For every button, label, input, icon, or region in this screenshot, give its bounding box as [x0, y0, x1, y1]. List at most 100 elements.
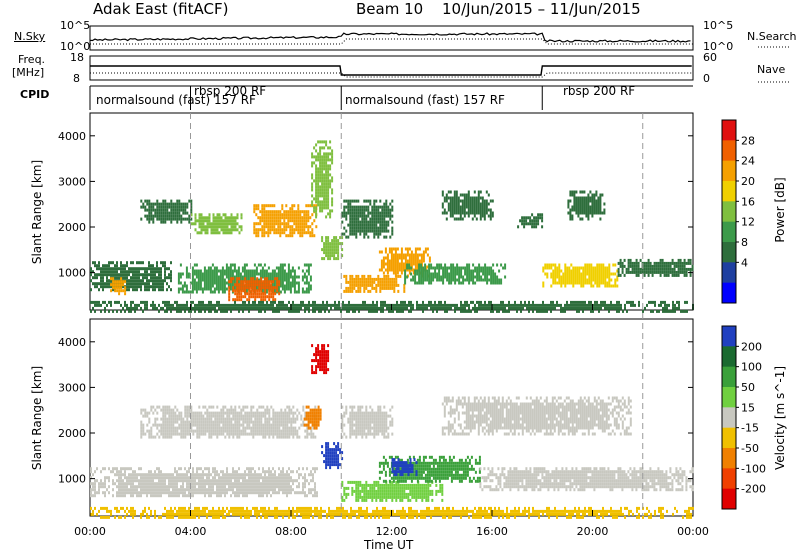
power-cell	[461, 205, 464, 209]
power-cell	[210, 225, 213, 229]
power-cell	[256, 306, 258, 310]
velocity-cell	[214, 479, 216, 483]
power-cell	[658, 309, 660, 313]
power-cell	[102, 288, 104, 292]
velocity-cell	[184, 488, 186, 492]
velocity-cell	[282, 470, 284, 474]
power-cell	[226, 303, 228, 307]
velocity-cell	[90, 494, 92, 498]
power-cell	[231, 263, 234, 267]
power-cell	[349, 283, 352, 287]
velocity-cell	[186, 470, 188, 474]
power-cell	[325, 239, 328, 243]
velocity-cell	[164, 473, 166, 477]
power-cell	[351, 277, 354, 281]
velocity-cell	[108, 491, 110, 495]
power-cell	[190, 300, 192, 304]
power-cell	[564, 303, 566, 307]
power-cell	[638, 303, 640, 307]
velocity-cell	[246, 482, 248, 486]
power-cell	[388, 262, 391, 266]
power-cell	[291, 234, 294, 238]
power-cell	[260, 289, 263, 293]
power-cell	[424, 247, 427, 251]
power-cell	[355, 220, 358, 224]
power-cell	[588, 303, 590, 307]
power-cell	[479, 214, 482, 218]
power-cell	[426, 306, 428, 310]
power-cell	[300, 300, 302, 304]
velocity-cell	[210, 488, 212, 492]
power-cell	[488, 300, 490, 304]
velocity-cell	[150, 470, 152, 474]
power-cell	[246, 298, 249, 302]
velocity-cell	[130, 473, 132, 477]
power-cell	[203, 275, 206, 279]
power-cell	[307, 219, 310, 223]
power-cell	[593, 193, 596, 197]
power-cell	[267, 204, 270, 208]
power-cell	[396, 300, 398, 304]
power-cell	[488, 303, 490, 307]
power-cell	[329, 242, 332, 246]
power-cell	[535, 216, 538, 220]
power-cell	[218, 225, 221, 229]
power-cell	[591, 214, 594, 218]
power-cell	[196, 231, 199, 235]
power-cell	[365, 229, 368, 233]
power-cell	[677, 267, 680, 271]
power-cell	[635, 270, 638, 274]
power-cell	[265, 216, 268, 220]
power-cell	[138, 261, 140, 265]
power-cell	[291, 204, 294, 208]
power-cell	[450, 303, 452, 307]
power-cell	[400, 268, 403, 272]
power-cell	[576, 278, 579, 282]
power-cell	[637, 267, 640, 271]
power-cell	[374, 309, 376, 313]
power-cell	[639, 270, 642, 274]
power-cell	[164, 208, 167, 212]
power-cell	[396, 253, 399, 257]
power-cell	[266, 303, 268, 307]
power-cell	[674, 306, 676, 310]
velocity-cell	[300, 491, 302, 495]
power-cell	[283, 284, 286, 288]
power-cell	[494, 306, 496, 310]
power-cell	[325, 155, 328, 159]
power-cell	[260, 300, 262, 304]
power-cell	[357, 286, 360, 290]
velocity-cell	[142, 482, 144, 486]
power-cell	[570, 306, 572, 310]
power-cell	[584, 303, 586, 307]
power-cell	[587, 205, 590, 209]
power-cell	[389, 286, 392, 290]
power-cell	[264, 289, 267, 293]
power-cell	[128, 288, 130, 292]
power-cell	[329, 158, 332, 162]
velocity-cell	[254, 482, 256, 486]
power-cell	[301, 216, 304, 220]
power-cell	[325, 173, 328, 177]
power-cell	[457, 211, 460, 215]
power-cell	[176, 220, 179, 224]
power-cell	[659, 267, 662, 271]
power-cell	[128, 273, 130, 277]
velocity-cell	[204, 479, 206, 483]
velocity-cell	[132, 473, 134, 477]
power-cell	[589, 205, 592, 209]
power-cell	[295, 228, 298, 232]
power-cell	[564, 266, 567, 270]
power-cell	[196, 219, 199, 223]
power-cell	[343, 208, 346, 212]
velocity-cell	[138, 494, 140, 498]
power-cell	[327, 248, 330, 252]
power-cell	[610, 303, 612, 307]
power-cell	[240, 283, 243, 287]
power-cell	[209, 272, 212, 276]
power-cell	[389, 208, 392, 212]
power-cell	[462, 278, 465, 282]
power-cell	[255, 266, 258, 270]
power-cell	[152, 220, 155, 224]
power-cell	[587, 214, 590, 218]
